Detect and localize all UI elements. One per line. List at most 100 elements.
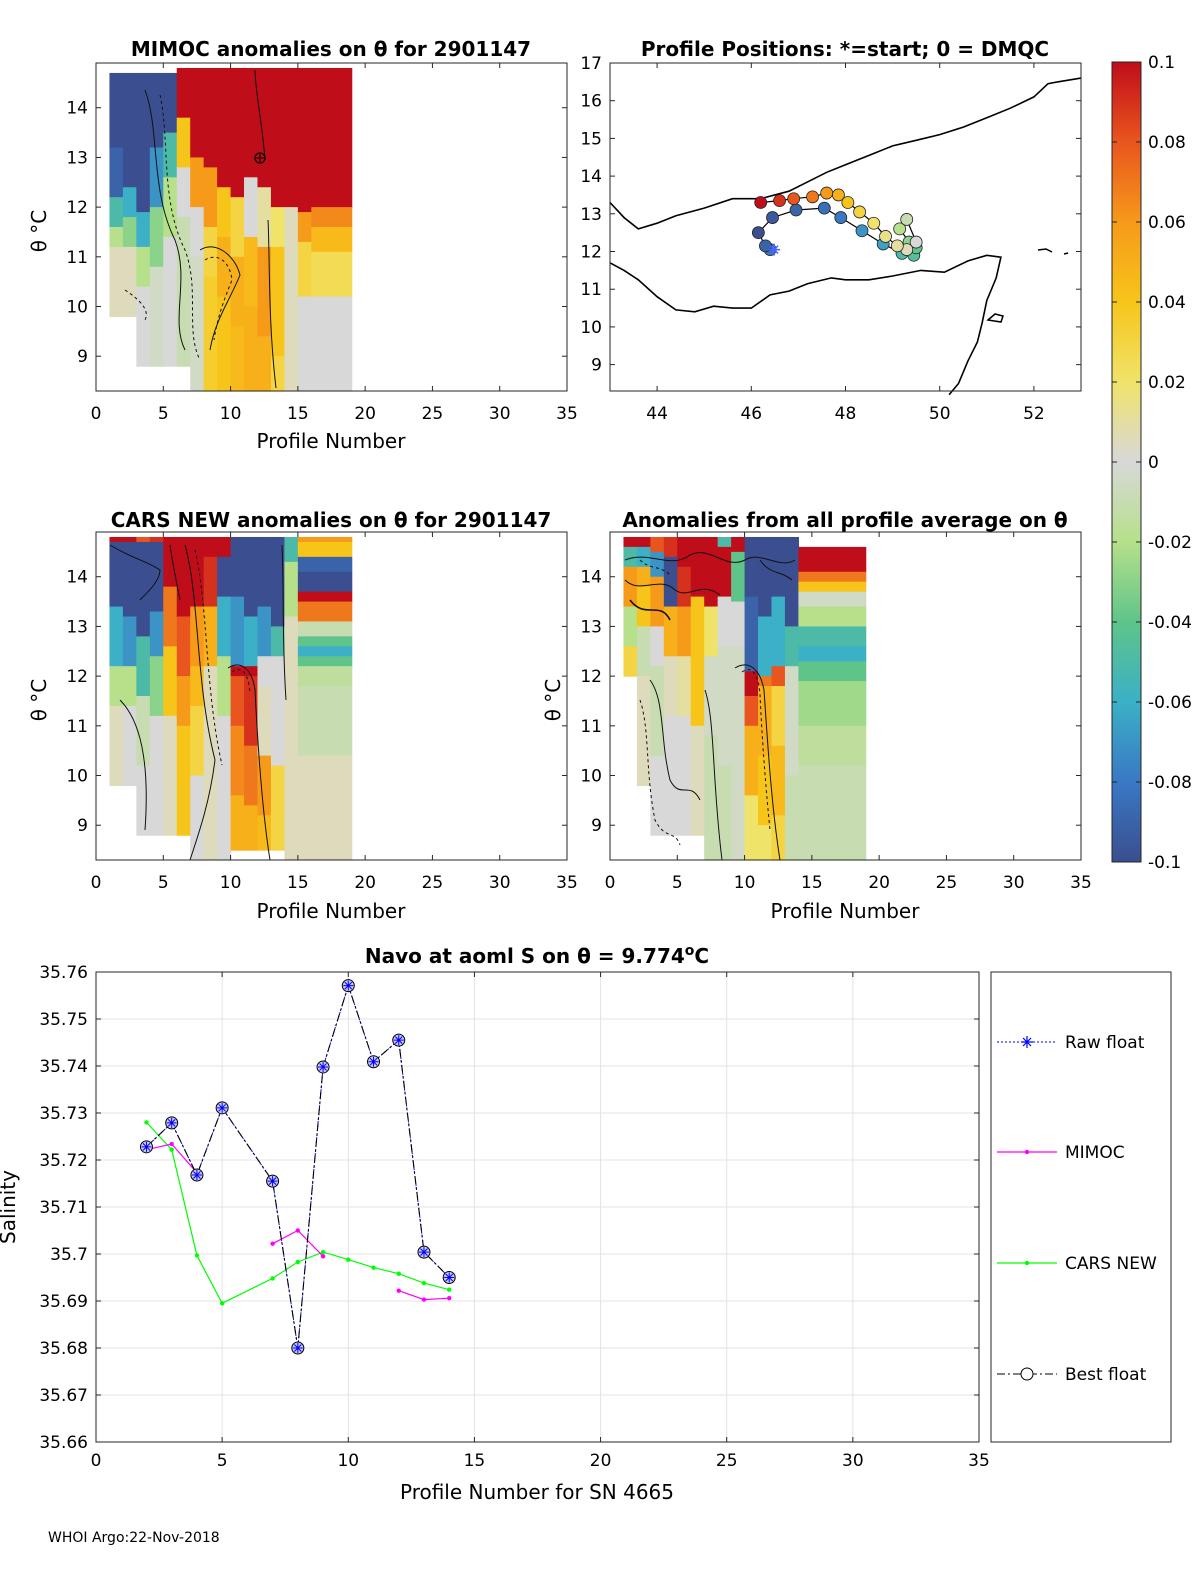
heatmap-cell — [297, 296, 312, 392]
x-tick-label: 30 — [489, 873, 511, 893]
y-tick-label: 10 — [580, 767, 602, 787]
heatmap-cell — [149, 611, 164, 657]
cars-contours — [109, 544, 287, 861]
heatmap-cell — [270, 246, 285, 357]
heatmap-cell — [690, 596, 705, 647]
legend-best-marker — [1020, 1367, 1034, 1381]
heatmap-cell — [297, 656, 353, 667]
y-tick-label: 14 — [580, 167, 602, 187]
cars-panel-title: CARS NEW anomalies on θ for 2901147 — [111, 508, 552, 532]
heatmap-cell — [636, 536, 651, 548]
colorbar-tick-label: -0.06 — [1148, 693, 1192, 713]
heatmap-cell — [650, 576, 665, 628]
heatmap-cell — [257, 606, 272, 657]
heatmap-cell — [217, 236, 232, 298]
heatmap-cell — [244, 745, 259, 806]
profile-point — [766, 211, 779, 224]
heatmap-cell — [203, 536, 218, 558]
y-tick-label: 9 — [77, 347, 88, 367]
heatmap-cell — [257, 686, 272, 757]
heatmap-cell — [190, 157, 205, 208]
coastline — [609, 77, 1082, 396]
raw-float-point — [267, 1176, 278, 1187]
x-tick-label: 30 — [842, 1451, 864, 1471]
y-tick-label: 14 — [66, 99, 88, 119]
heatmap-cell — [244, 805, 259, 851]
mimoc-point — [396, 1288, 401, 1293]
heatmap-cell — [163, 586, 178, 647]
heatmap-cell — [771, 666, 786, 687]
y-tick-label: 17 — [580, 54, 602, 74]
heatmap-cell — [623, 536, 638, 548]
heatmap-cell — [217, 536, 232, 558]
heatmap-cell — [217, 67, 232, 188]
x-tick-label: 25 — [716, 1451, 738, 1471]
heatmap-cell — [244, 236, 259, 308]
heatmap-cell — [690, 536, 705, 558]
heatmap-cell — [190, 775, 205, 861]
heatmap-cell — [297, 536, 353, 543]
heatmap-cell — [163, 646, 178, 717]
colorbar-tick-label: 0.04 — [1148, 293, 1186, 313]
cars-new-point — [144, 1120, 149, 1125]
heatmap-cell — [122, 536, 137, 543]
heatmap-cell — [704, 566, 719, 608]
heatmap-cell — [176, 117, 191, 168]
allprofile-ylabel: θ °C — [541, 679, 565, 722]
heatmap-cell — [122, 616, 137, 667]
heatmap-cell — [771, 745, 786, 816]
heatmap-cell — [203, 67, 218, 168]
heatmap-cell — [109, 606, 124, 667]
y-tick-label: 35.72 — [39, 1151, 88, 1171]
y-tick-label: 12 — [66, 667, 88, 687]
y-tick-label: 9 — [591, 356, 602, 376]
heatmap-cell — [257, 815, 272, 851]
heatmap-cell — [109, 197, 124, 228]
cars-axes: 0 5 10 15 20 25 30 35 9 10 11 12 13 14 — [66, 532, 578, 893]
y-tick-label: 15 — [580, 129, 602, 149]
heatmap-cell — [109, 72, 124, 149]
heatmap-cell — [717, 546, 732, 598]
allprofile-xlabel: Profile Number — [771, 899, 921, 923]
y-tick-label: 11 — [66, 717, 88, 737]
heatmap-cell — [203, 666, 218, 861]
heatmap-cell — [758, 676, 773, 687]
cars-new-point — [194, 1253, 200, 1258]
heatmap-cell — [784, 536, 799, 628]
heatmap-cell — [163, 236, 178, 367]
heatmap-cell — [230, 676, 245, 727]
heatmap-cell — [244, 306, 259, 392]
x-tick-label: 20 — [354, 404, 376, 424]
y-tick-label: 12 — [66, 198, 88, 218]
mimoc-axes: 0 5 10 15 20 25 30 35 9 10 11 12 13 14 — [66, 63, 578, 424]
salinity-axes: 0 5 10 15 20 25 30 35 35.66 35.67 35.68 35.69 35.7 35… — [39, 963, 989, 1471]
x-tick-label: 0 — [605, 873, 616, 893]
x-tick-label: 5 — [158, 404, 169, 424]
y-tick-label: 12 — [580, 243, 602, 263]
heatmap-cell — [284, 616, 299, 861]
heatmap-cell — [650, 626, 665, 667]
heatmap-cell — [109, 666, 124, 707]
mimoc-point — [169, 1141, 174, 1147]
heatmap-cell — [663, 536, 678, 558]
heatmap-cell — [190, 67, 205, 159]
cars-new-point — [421, 1280, 427, 1286]
heatmap-cell — [163, 72, 178, 134]
heatmap-cell — [798, 646, 867, 662]
heatmap-cell — [163, 715, 178, 836]
legend-label: MIMOC — [1065, 1143, 1125, 1163]
x-tick-label: 30 — [489, 404, 511, 424]
coastline-south — [609, 254, 1002, 396]
profile-point — [773, 194, 786, 208]
x-tick-label: 15 — [464, 1451, 486, 1471]
float-track — [751, 186, 923, 262]
start-marker — [768, 243, 781, 256]
profile-point — [759, 239, 772, 253]
heatmap-cell — [744, 725, 759, 796]
heatmap-cell — [190, 207, 205, 258]
heatmap-cell — [758, 686, 773, 757]
positions-panel-title: Profile Positions: *=start; 0 = DMQC — [641, 37, 1049, 61]
heatmap-cell — [636, 676, 651, 787]
mimoc-heatmap-cells — [109, 67, 353, 392]
heatmap-cell — [784, 626, 799, 667]
